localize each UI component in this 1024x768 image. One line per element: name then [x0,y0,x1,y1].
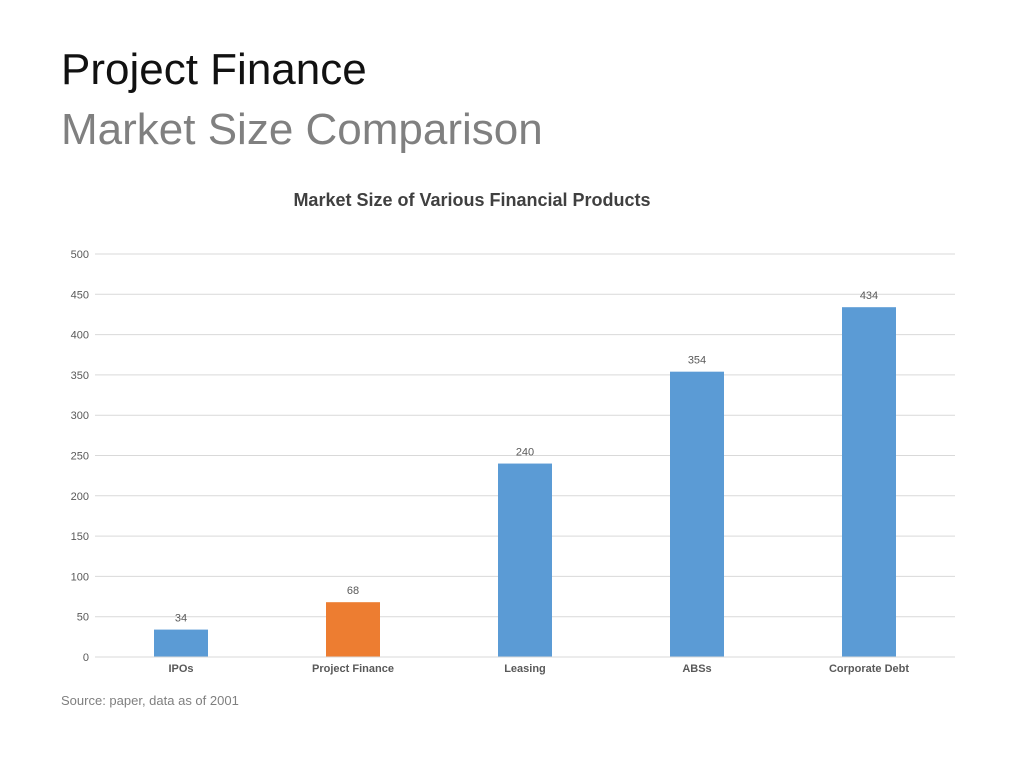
bars [154,307,896,657]
bar [326,602,380,657]
data-label: 240 [516,447,534,459]
y-tick-label: 100 [71,571,89,583]
bar [154,629,208,657]
data-label: 34 [175,613,187,625]
data-label: 68 [347,585,359,597]
slide-title: Project Finance [61,45,367,94]
y-tick-label: 250 [71,451,89,463]
x-axis-ticks: IPOs Project Finance Leasing ABSs Corporate … [95,656,955,675]
y-tick-label: 500 [71,249,89,261]
y-axis-ticks: 0 50 100 150 200 250 300 350 400 450 500 [71,249,89,664]
y-tick-label: 150 [71,531,89,543]
x-tick-label: IPOs [168,663,193,675]
y-tick-label: 200 [71,491,89,503]
slide-subtitle: Market Size Comparison [61,105,543,154]
y-tick-label: 50 [77,612,89,624]
data-labels: 34 68 240 354 434 [175,290,878,624]
y-tick-label: 0 [83,652,89,664]
y-tick-label: 400 [71,330,89,342]
x-tick-label: ABSs [682,663,711,675]
source-note: Source: paper, data as of 2001 [61,693,239,708]
gridlines [95,253,955,658]
x-tick-label: Leasing [504,663,546,675]
y-tick-label: 350 [71,370,89,382]
y-tick-label: 300 [71,410,89,422]
data-label: 434 [860,290,878,302]
y-tick-label: 450 [71,289,89,301]
bar [842,307,896,657]
bar [498,463,552,657]
bar [670,371,724,657]
data-label: 354 [688,355,706,367]
chart-title: Market Size of Various Financial Product… [293,190,650,210]
x-tick-label: Corporate Debt [829,663,909,675]
x-tick-label: Project Finance [312,663,394,675]
